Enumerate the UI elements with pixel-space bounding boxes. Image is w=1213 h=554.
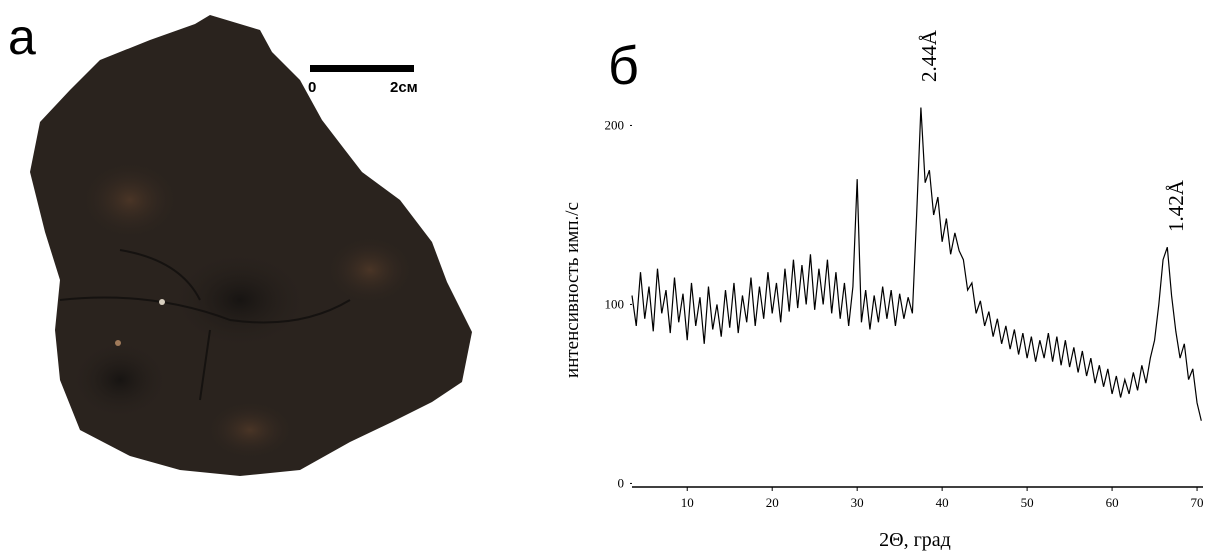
annotation: 1.42Å [1164,179,1188,232]
texture [70,340,170,420]
scale-bar [310,65,414,72]
x-tick-label: 20 [766,495,779,510]
speck [159,299,165,305]
panel-label: а [8,9,36,65]
scale-label: 2см [390,79,418,96]
figure: а 0 2см б интенсивность имп./с 2Θ, град … [0,0,1213,554]
data-line [632,108,1201,421]
panel-label: б [608,36,639,96]
speck [115,340,121,346]
x-tick-label: 10 [681,495,694,510]
x-axis-label: 2Θ, град [879,529,951,551]
scale-label: 0 [308,79,316,96]
y-tick-label: 200 [605,117,625,132]
texture [170,250,310,350]
x-tick-label: 30 [851,495,864,510]
x-tick-label: 70 [1191,495,1204,510]
annotation: 2.44Å [917,29,941,82]
x-tick-label: 40 [936,495,949,510]
texture [80,160,180,240]
x-tick-label: 50 [1021,495,1034,510]
y-tick-label: 0 [618,475,625,490]
texture [205,400,295,460]
y-axis-label: интенсивность имп./с [562,202,583,378]
y-tick-label: 100 [605,296,625,311]
x-tick-label: 60 [1106,495,1119,510]
texture [325,235,415,305]
